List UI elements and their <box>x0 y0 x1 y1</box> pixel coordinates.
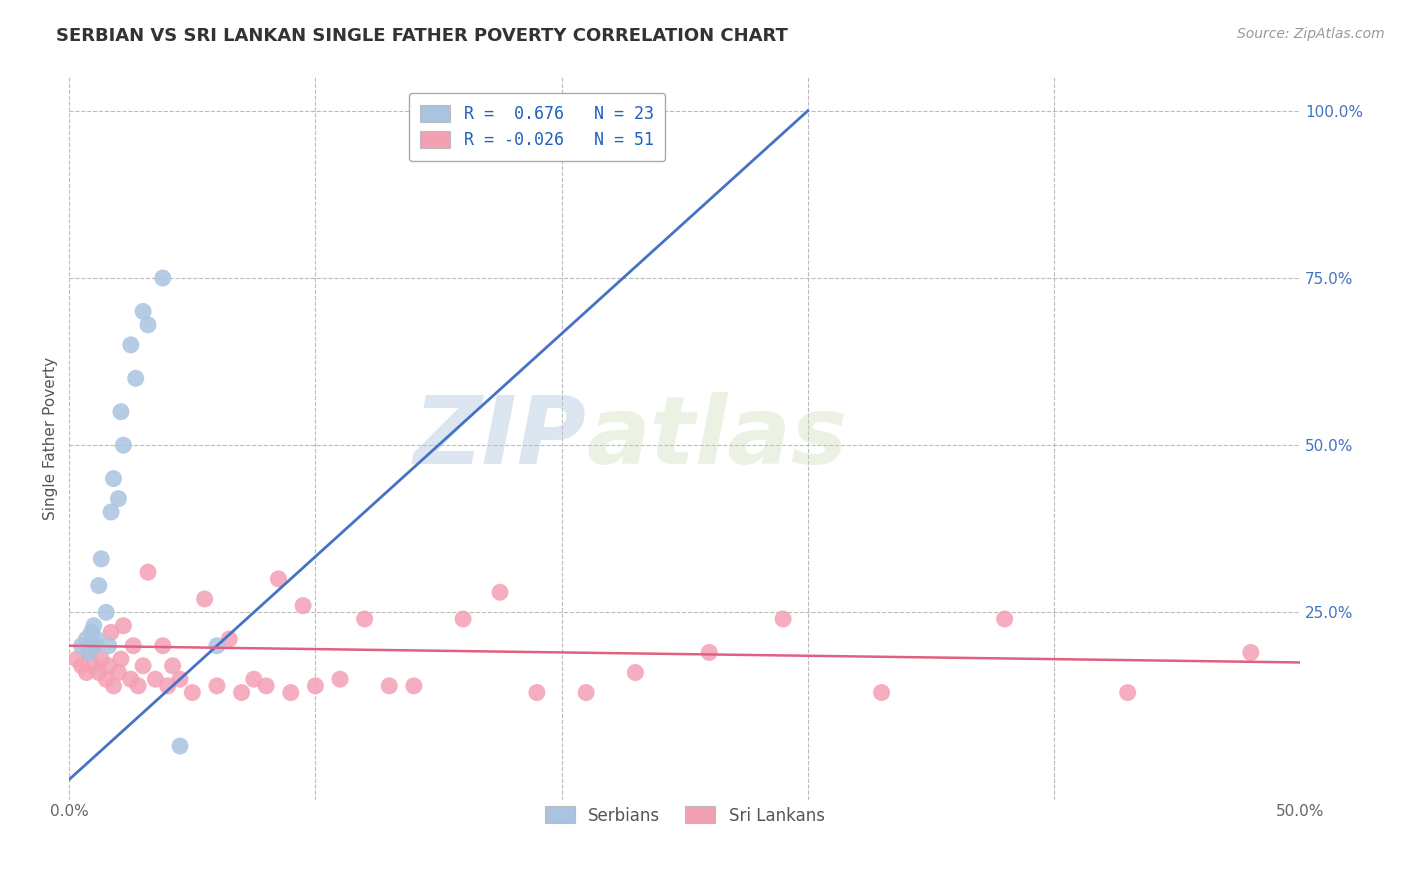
Point <box>80 625 103 640</box>
Point <box>84 632 107 646</box>
Point <box>231 685 253 699</box>
Point <box>77 645 100 659</box>
Point <box>280 685 302 699</box>
Point <box>489 585 512 599</box>
Point <box>120 672 142 686</box>
Point <box>83 618 105 632</box>
Point <box>70 639 93 653</box>
Point <box>1240 645 1263 659</box>
Point <box>110 405 132 419</box>
Point <box>353 612 375 626</box>
Point <box>162 658 184 673</box>
Point <box>267 572 290 586</box>
Point <box>205 639 228 653</box>
Point <box>96 672 118 686</box>
Point <box>75 632 97 646</box>
Point <box>90 652 112 666</box>
Point <box>103 472 125 486</box>
Point <box>169 672 191 686</box>
Point <box>526 685 548 699</box>
Text: SERBIAN VS SRI LANKAN SINGLE FATHER POVERTY CORRELATION CHART: SERBIAN VS SRI LANKAN SINGLE FATHER POVE… <box>56 27 789 45</box>
Point <box>378 679 401 693</box>
Point <box>152 639 174 653</box>
Point <box>90 551 112 566</box>
Point <box>145 672 167 686</box>
Point <box>97 658 120 673</box>
Point <box>112 618 135 632</box>
Y-axis label: Single Father Poverty: Single Father Poverty <box>44 357 58 520</box>
Point <box>107 665 129 680</box>
Point <box>125 371 148 385</box>
Point <box>1116 685 1139 699</box>
Point <box>304 679 326 693</box>
Legend: Serbians, Sri Lankans: Serbians, Sri Lankans <box>534 797 835 835</box>
Point <box>205 679 228 693</box>
Text: ZIP: ZIP <box>413 392 586 484</box>
Point <box>100 505 122 519</box>
Point <box>103 679 125 693</box>
Point <box>254 679 277 693</box>
Point <box>152 271 174 285</box>
Point <box>697 645 720 659</box>
Point <box>87 578 110 592</box>
Point <box>100 625 122 640</box>
Point <box>329 672 352 686</box>
Point <box>132 658 155 673</box>
Point <box>70 658 93 673</box>
Point <box>772 612 794 626</box>
Point <box>292 599 315 613</box>
Point <box>87 665 110 680</box>
Point <box>75 665 97 680</box>
Point <box>110 652 132 666</box>
Point <box>451 612 474 626</box>
Point <box>107 491 129 506</box>
Point <box>169 739 191 753</box>
Point <box>243 672 266 686</box>
Point <box>870 685 893 699</box>
Point <box>65 652 87 666</box>
Point <box>83 658 105 673</box>
Point <box>575 685 598 699</box>
Point <box>122 639 145 653</box>
Point <box>624 665 647 680</box>
Point <box>83 639 105 653</box>
Point <box>132 304 155 318</box>
Point <box>136 565 159 579</box>
Text: Source: ZipAtlas.com: Source: ZipAtlas.com <box>1237 27 1385 41</box>
Point <box>83 639 105 653</box>
Point <box>120 338 142 352</box>
Point <box>194 591 217 606</box>
Point <box>402 679 425 693</box>
Point <box>96 605 118 619</box>
Point <box>127 679 149 693</box>
Point <box>77 645 100 659</box>
Text: atlas: atlas <box>586 392 848 484</box>
Point <box>994 612 1017 626</box>
Point <box>181 685 204 699</box>
Point <box>136 318 159 332</box>
Point <box>156 679 179 693</box>
Point <box>218 632 240 646</box>
Point <box>112 438 135 452</box>
Point <box>97 639 120 653</box>
